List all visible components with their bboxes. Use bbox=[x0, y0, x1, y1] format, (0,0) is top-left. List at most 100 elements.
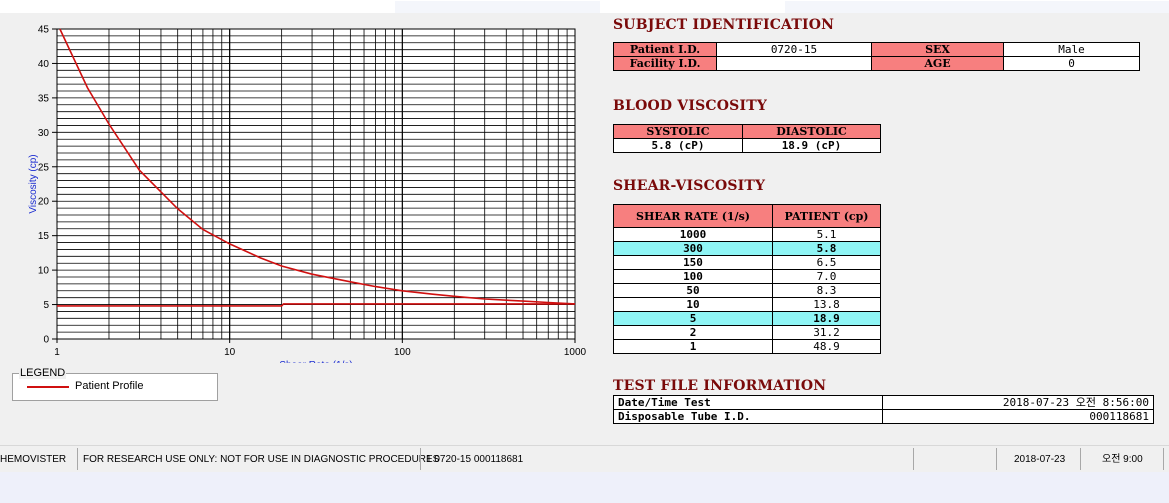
x-tick-label: 100 bbox=[394, 347, 411, 358]
test-file-title: TEST FILE INFORMATION bbox=[613, 378, 827, 394]
legend-title: LEGEND bbox=[19, 367, 67, 379]
series-line bbox=[59, 28, 576, 305]
y-tick-label: 35 bbox=[38, 93, 50, 104]
tube-id-label: Disposable Tube I.D. bbox=[613, 409, 883, 424]
shear-row: 150 6.5 bbox=[613, 255, 881, 270]
y-tick-label: 15 bbox=[38, 231, 50, 242]
shear-rate-cell: 10 bbox=[613, 297, 773, 312]
diastolic-value: 18.9 (cP) bbox=[742, 138, 881, 153]
series-line bbox=[57, 303, 575, 307]
table-header-row: SHEAR RATE (1/s) PATIENT (cp) bbox=[613, 204, 881, 228]
patient-viscosity-cell: 48.9 bbox=[772, 339, 881, 354]
shear-viscosity-title: SHEAR-VISCOSITY bbox=[613, 178, 766, 194]
shear-rate-cell: 150 bbox=[613, 255, 773, 270]
viscosity-chart: 0 5 10 15 20 25 30 35 40 45 1 10 100 1000 Shear Rate (… bbox=[0, 13, 590, 364]
top-strip bbox=[0, 1, 1169, 13]
status-separator bbox=[77, 448, 78, 470]
patient-viscosity-cell: 5.8 bbox=[772, 241, 881, 256]
table-row: 5.8 (cP) 18.9 (cP) bbox=[613, 138, 881, 153]
status-bar: HEMOVISTER FOR RESEARCH USE ONLY: NOT FO… bbox=[0, 445, 1169, 472]
y-tick-label: 30 bbox=[38, 128, 50, 139]
systolic-label: SYSTOLIC bbox=[613, 124, 743, 139]
sex-label: SEX bbox=[871, 42, 1004, 57]
patient-header: PATIENT (cp) bbox=[772, 204, 881, 228]
x-axis-title: Shear Rate (1/s) bbox=[279, 360, 352, 363]
status-separator bbox=[996, 448, 997, 470]
shear-rate-cell: 5 bbox=[613, 311, 773, 326]
plot-frame bbox=[56, 28, 576, 340]
datetime-value: 2018-07-23 오전 8:56:00 bbox=[882, 395, 1154, 410]
status-separator bbox=[420, 448, 421, 470]
patient-viscosity-cell: 13.8 bbox=[772, 297, 881, 312]
patient-id-label: Patient I.D. bbox=[613, 42, 717, 57]
legend-swatch bbox=[27, 386, 69, 388]
patient-id-value: 0720-15 bbox=[716, 42, 872, 57]
status-separator bbox=[1163, 448, 1164, 470]
facility-id-label: Facility I.D. bbox=[613, 56, 717, 71]
status-app-name: HEMOVISTER bbox=[0, 454, 67, 465]
y-tick-label: 25 bbox=[38, 162, 50, 173]
shear-row: 2 31.2 bbox=[613, 325, 881, 340]
x-tick-label: 10 bbox=[224, 347, 236, 358]
y-tick-label: 40 bbox=[38, 59, 50, 70]
age-label: AGE bbox=[871, 56, 1004, 71]
shear-rate-cell: 1000 bbox=[613, 227, 773, 242]
table-row: Patient I.D. 0720-15 SEX Male bbox=[613, 42, 1140, 57]
shear-row: 1000 5.1 bbox=[613, 227, 881, 242]
shear-rate-cell: 50 bbox=[613, 283, 773, 298]
shear-row: 100 7.0 bbox=[613, 269, 881, 284]
blood-viscosity-table: SYSTOLIC DIASTOLIC 5.8 (cP) 18.9 (cP) bbox=[613, 124, 881, 153]
patient-viscosity-cell: 8.3 bbox=[772, 283, 881, 298]
status-separator bbox=[913, 448, 914, 470]
shear-viscosity-table: SHEAR RATE (1/s) PATIENT (cp) 1000 5.1 300… bbox=[613, 204, 881, 354]
patient-viscosity-cell: 5.1 bbox=[772, 227, 881, 242]
shear-rate-cell: 300 bbox=[613, 241, 773, 256]
status-separator bbox=[1080, 448, 1081, 470]
shear-row: 1 48.9 bbox=[613, 339, 881, 354]
table-row: Date/Time Test 2018-07-23 오전 8:56:00 bbox=[613, 395, 1154, 410]
subject-table: Patient I.D. 0720-15 SEX Male Facility I… bbox=[613, 42, 1140, 71]
y-tick-label: 10 bbox=[38, 266, 50, 277]
blood-viscosity-title: BLOOD VISCOSITY bbox=[613, 98, 768, 114]
patient-viscosity-cell: 18.9 bbox=[772, 311, 881, 326]
status-time: 오전 9:00 bbox=[1102, 454, 1143, 465]
chart-svg: 0 5 10 15 20 25 30 35 40 45 1 10 100 1000 Shear Rate (… bbox=[28, 25, 587, 364]
datetime-label: Date/Time Test bbox=[613, 395, 883, 410]
sex-value: Male bbox=[1003, 42, 1140, 57]
y-tick-label: 0 bbox=[43, 335, 49, 346]
x-tick-label: 1000 bbox=[564, 347, 587, 358]
y-axis-title: Viscosity (cp) bbox=[28, 154, 39, 213]
shear-row: 5 18.9 bbox=[613, 311, 881, 326]
table-row: Disposable Tube I.D. 000118681 bbox=[613, 409, 1154, 424]
patient-viscosity-cell: 31.2 bbox=[772, 325, 881, 340]
shear-rate-cell: 2 bbox=[613, 325, 773, 340]
patient-viscosity-cell: 7.0 bbox=[772, 269, 881, 284]
x-tick-label: 1 bbox=[54, 347, 60, 358]
shear-rate-cell: 1 bbox=[613, 339, 773, 354]
systolic-value: 5.8 (cP) bbox=[613, 138, 743, 153]
status-notice: FOR RESEARCH USE ONLY: NOT FOR USE IN DI… bbox=[83, 454, 440, 465]
y-tick-label: 20 bbox=[38, 197, 50, 208]
test-file-table: Date/Time Test 2018-07-23 오전 8:56:00 Dis… bbox=[613, 395, 1154, 424]
legend-box: LEGEND Patient Profile bbox=[12, 367, 218, 401]
y-tick-label: 5 bbox=[43, 300, 49, 311]
app-window: 0510152025303540451101001000Shear Rate (… bbox=[0, 0, 1169, 472]
legend-item-label: Patient Profile bbox=[75, 380, 144, 392]
subject-title: SUBJECT IDENTIFICATION bbox=[613, 17, 835, 33]
table-row: SYSTOLIC DIASTOLIC bbox=[613, 124, 881, 139]
status-record: 1 0720-15 000118681 bbox=[426, 454, 524, 465]
patient-viscosity-cell: 6.5 bbox=[772, 255, 881, 270]
shear-rate-header: SHEAR RATE (1/s) bbox=[613, 204, 773, 228]
tube-id-value: 000118681 bbox=[882, 409, 1154, 424]
table-row: Facility I.D. AGE 0 bbox=[613, 56, 1140, 71]
shear-row: 300 5.8 bbox=[613, 241, 881, 256]
status-date: 2018-07-23 bbox=[1014, 454, 1066, 465]
shear-row: 50 8.3 bbox=[613, 283, 881, 298]
y-tick-label: 45 bbox=[38, 25, 50, 36]
plot-background bbox=[57, 29, 575, 339]
top-strip-segment bbox=[600, 1, 785, 13]
facility-id-value bbox=[716, 56, 872, 71]
shear-row: 10 13.8 bbox=[613, 297, 881, 312]
top-strip-segment bbox=[0, 1, 395, 13]
shear-rate-cell: 100 bbox=[613, 269, 773, 284]
